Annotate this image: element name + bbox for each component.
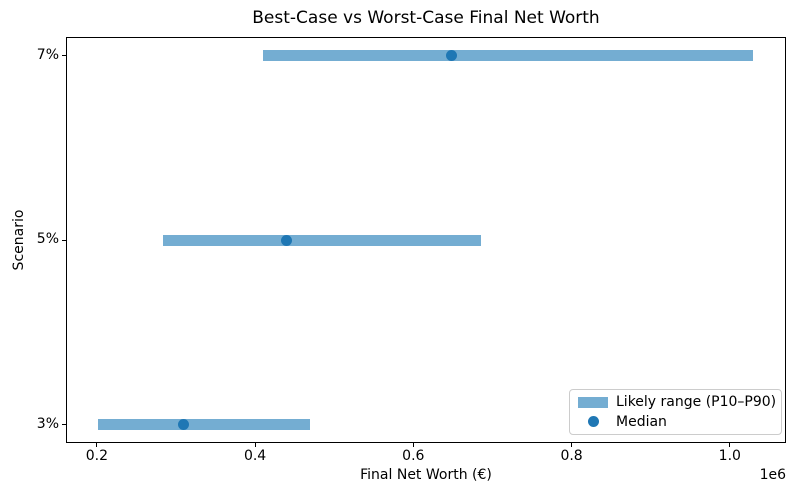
range-bar-swatch-icon: [578, 396, 608, 408]
x-tick-label: 0.6: [402, 448, 425, 464]
range-bar: [98, 419, 310, 430]
legend-entry-likely-range: Likely range (P10–P90): [578, 393, 777, 412]
x-tick: [571, 443, 573, 447]
range-bar: [163, 234, 481, 246]
x-tick-label: 1.0: [718, 448, 741, 464]
median-dot-swatch-icon: [588, 416, 599, 428]
x-axis-label: Final Net Worth (€): [360, 467, 492, 483]
median-dot: [445, 50, 457, 61]
x-tick: [96, 443, 98, 447]
legend: Likely range (P10–P90) Median: [569, 389, 782, 435]
y-tick-label: 7%: [36, 46, 59, 63]
y-tick: [62, 55, 66, 56]
y-tick-label: 3%: [36, 415, 59, 432]
x-tick-label: 0.2: [85, 448, 109, 464]
y-tick: [62, 239, 66, 241]
x-tick: [729, 443, 731, 447]
x-tick: [412, 443, 414, 447]
y-tick: [62, 424, 66, 425]
legend-label-likely-range: Likely range (P10–P90): [616, 394, 777, 411]
x-axis-offset-label: 1e6: [759, 467, 786, 483]
legend-label-median: Median: [616, 413, 667, 430]
chart-title: Best-Case vs Worst-Case Final Net Worth: [252, 8, 600, 28]
median-dot: [281, 234, 293, 246]
legend-entry-median: Median: [578, 412, 773, 431]
median-dot: [177, 419, 189, 430]
y-tick-label: 5%: [36, 231, 59, 247]
x-tick-label: 0.8: [560, 448, 583, 464]
x-tick: [254, 443, 256, 447]
x-tick-label: 0.4: [243, 448, 267, 464]
range-bar: [263, 50, 753, 61]
